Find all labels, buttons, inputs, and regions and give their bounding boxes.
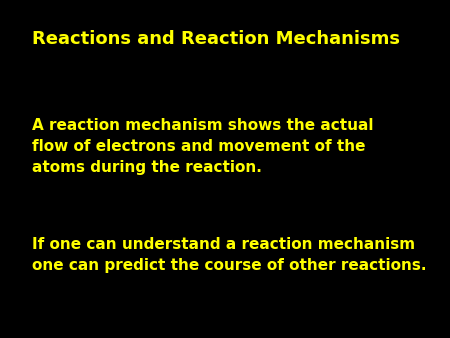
Text: Reactions and Reaction Mechanisms: Reactions and Reaction Mechanisms <box>32 30 400 48</box>
Text: If one can understand a reaction mechanism
one can predict the course of other r: If one can understand a reaction mechani… <box>32 237 426 273</box>
Text: A reaction mechanism shows the actual
flow of electrons and movement of the
atom: A reaction mechanism shows the actual fl… <box>32 118 373 175</box>
